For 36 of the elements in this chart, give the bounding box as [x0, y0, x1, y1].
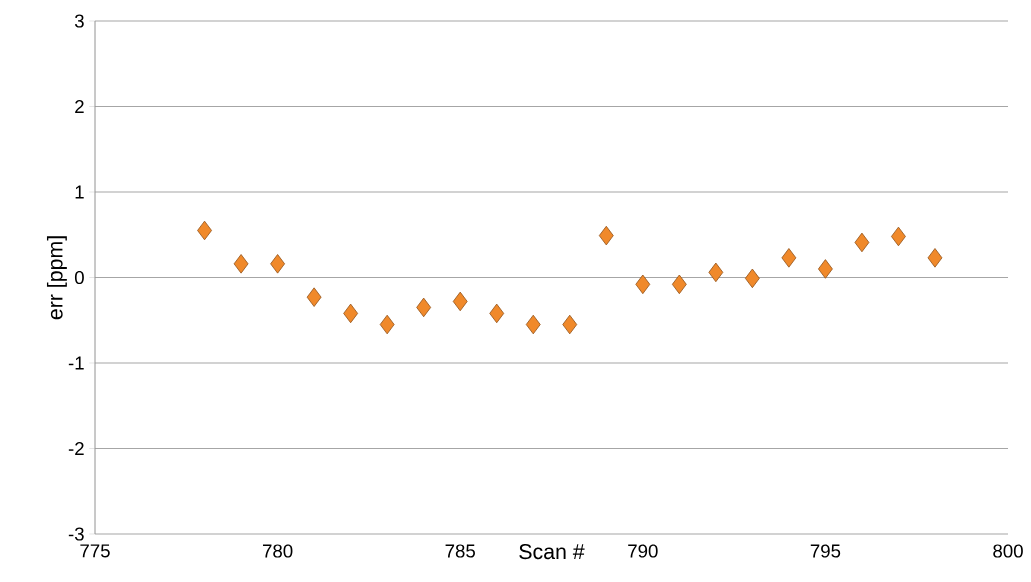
point — [927, 248, 943, 268]
point — [818, 259, 833, 279]
x-tick-label: 795 — [810, 544, 841, 558]
y-tick-label: -1 — [68, 356, 84, 370]
x-tick-label: 790 — [628, 544, 658, 558]
point — [489, 303, 505, 324]
point — [891, 226, 906, 247]
point — [197, 220, 212, 241]
y-tick-label: 2 — [75, 99, 84, 114]
y-tick-label: -3 — [68, 527, 84, 541]
point — [452, 291, 468, 312]
y-axis-title: err [ppm] — [46, 236, 67, 320]
point — [416, 297, 432, 318]
x-tick-label: 780 — [262, 544, 293, 558]
point — [744, 268, 760, 289]
point — [708, 262, 724, 283]
x-tick-label: 800 — [993, 544, 1023, 558]
y-tick-label: 3 — [74, 14, 84, 28]
y-tick-label: 0 — [74, 270, 84, 285]
x-tick-label: 775 — [80, 544, 110, 558]
y-tick-label: -2 — [68, 441, 84, 456]
point — [343, 303, 359, 324]
point — [525, 314, 541, 335]
point — [854, 232, 870, 253]
x-axis-title: Scan # — [519, 544, 585, 560]
point — [270, 254, 286, 274]
point — [306, 287, 322, 307]
point — [379, 314, 395, 335]
point — [562, 314, 578, 335]
y-tick-label: 1 — [75, 185, 84, 199]
x-tick-label: 785 — [445, 544, 475, 558]
point — [233, 254, 249, 274]
point — [781, 248, 797, 268]
point — [671, 274, 687, 295]
point — [635, 274, 651, 295]
point — [598, 225, 614, 246]
